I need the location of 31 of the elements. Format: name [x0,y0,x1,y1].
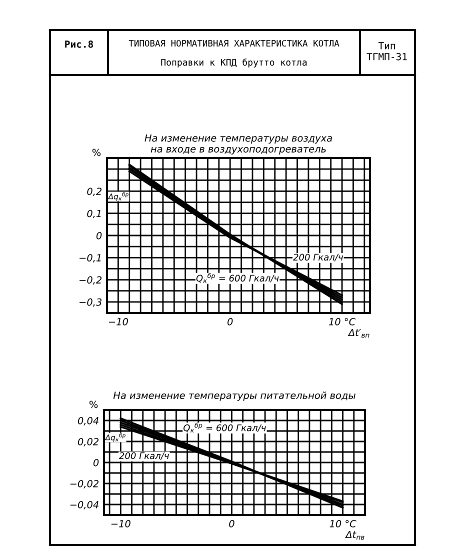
y-tick-label: 0,1 [87,210,101,218]
y-tick-label: 0,04 [78,416,98,426]
x-axis-title: Δt′$_{вп}$ [348,328,370,338]
text: На изменение температуры питательной воды [113,392,356,401]
x-tick-label: 10 °C [330,520,356,528]
x-tick-label: 0 [228,318,233,326]
text: Рис.8 [65,40,94,48]
y-tick-label: −0,3 [80,298,102,307]
series-label: Q$_{к}$$^{бр}$ = 600 Гкал/ч [196,273,279,283]
x-tick-label: −10 [111,520,130,528]
x-tick-label: 0 [229,520,234,528]
chart-subtitle: Поправки к КПД брутто котла [161,58,307,68]
y-axis-title: % [92,148,101,156]
y-tick-label: 0,02 [78,438,99,446]
y-tick-label: −0,04 [70,500,98,510]
chart-title: ТИПОВАЯ НОРМАТИВНАЯ ХАРАКТЕРИСТИКА КОТЛА [128,40,340,47]
y-tick-label: −0,1 [80,254,101,262]
y-tick-label: 0 [93,458,99,466]
text: На изменение температуры воздуха на входе в воздухоподогреватель [144,134,332,154]
series-label: 200 Гкал/ч [119,452,169,460]
y-tick-label: −0,02 [70,480,99,488]
x-tick-label: 10 °C [328,318,356,326]
x-tick-label: −10 [108,318,128,326]
y-tick-label: 0 [96,232,102,240]
x-axis-title: Δt$_{пв}$ [345,530,364,540]
text: Тип ТГМП-31 [366,42,407,60]
y-axis-title: % [89,400,98,408]
y-tick-label: −0,2 [80,276,102,285]
series-label: Q$_{к}$$^{бр}$ = 600 Гкал/ч [184,422,266,433]
y-tick-label: 0,2 [87,188,102,196]
series-label: 200 Гкал/ч [293,254,343,262]
